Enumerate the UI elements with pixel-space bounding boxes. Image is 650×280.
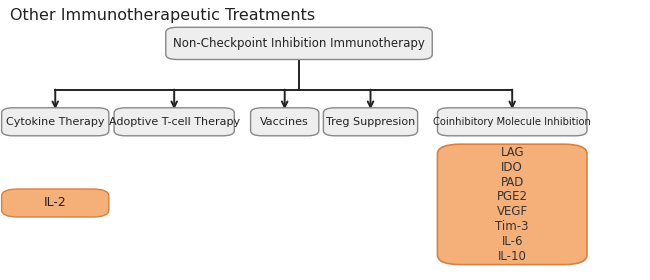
Text: IL-10: IL-10 — [498, 250, 527, 263]
FancyBboxPatch shape — [437, 108, 587, 136]
Text: IL-2: IL-2 — [44, 197, 66, 209]
FancyBboxPatch shape — [251, 108, 318, 136]
Text: Cytokine Therapy: Cytokine Therapy — [6, 117, 105, 127]
Text: PGE2: PGE2 — [497, 190, 528, 204]
Text: IL-6: IL-6 — [501, 235, 523, 248]
Text: Adoptive T-cell Therapy: Adoptive T-cell Therapy — [109, 117, 240, 127]
FancyBboxPatch shape — [114, 108, 235, 136]
Text: LAG: LAG — [500, 146, 524, 159]
Text: PAD: PAD — [500, 176, 524, 189]
Text: Other Immunotherapeutic Treatments: Other Immunotherapeutic Treatments — [10, 8, 315, 24]
Text: Vaccines: Vaccines — [260, 117, 309, 127]
Text: VEGF: VEGF — [497, 205, 528, 218]
FancyBboxPatch shape — [2, 108, 109, 136]
FancyBboxPatch shape — [166, 27, 432, 60]
Text: Coinhibitory Molecule Inhibition: Coinhibitory Molecule Inhibition — [434, 117, 591, 127]
Text: Non-Checkpoint Inhibition Immunotherapy: Non-Checkpoint Inhibition Immunotherapy — [173, 37, 425, 50]
Text: Treg Suppresion: Treg Suppresion — [326, 117, 415, 127]
Text: IDO: IDO — [501, 161, 523, 174]
Text: Tim-3: Tim-3 — [495, 220, 529, 233]
FancyBboxPatch shape — [323, 108, 417, 136]
FancyBboxPatch shape — [437, 144, 587, 265]
FancyBboxPatch shape — [2, 189, 109, 217]
